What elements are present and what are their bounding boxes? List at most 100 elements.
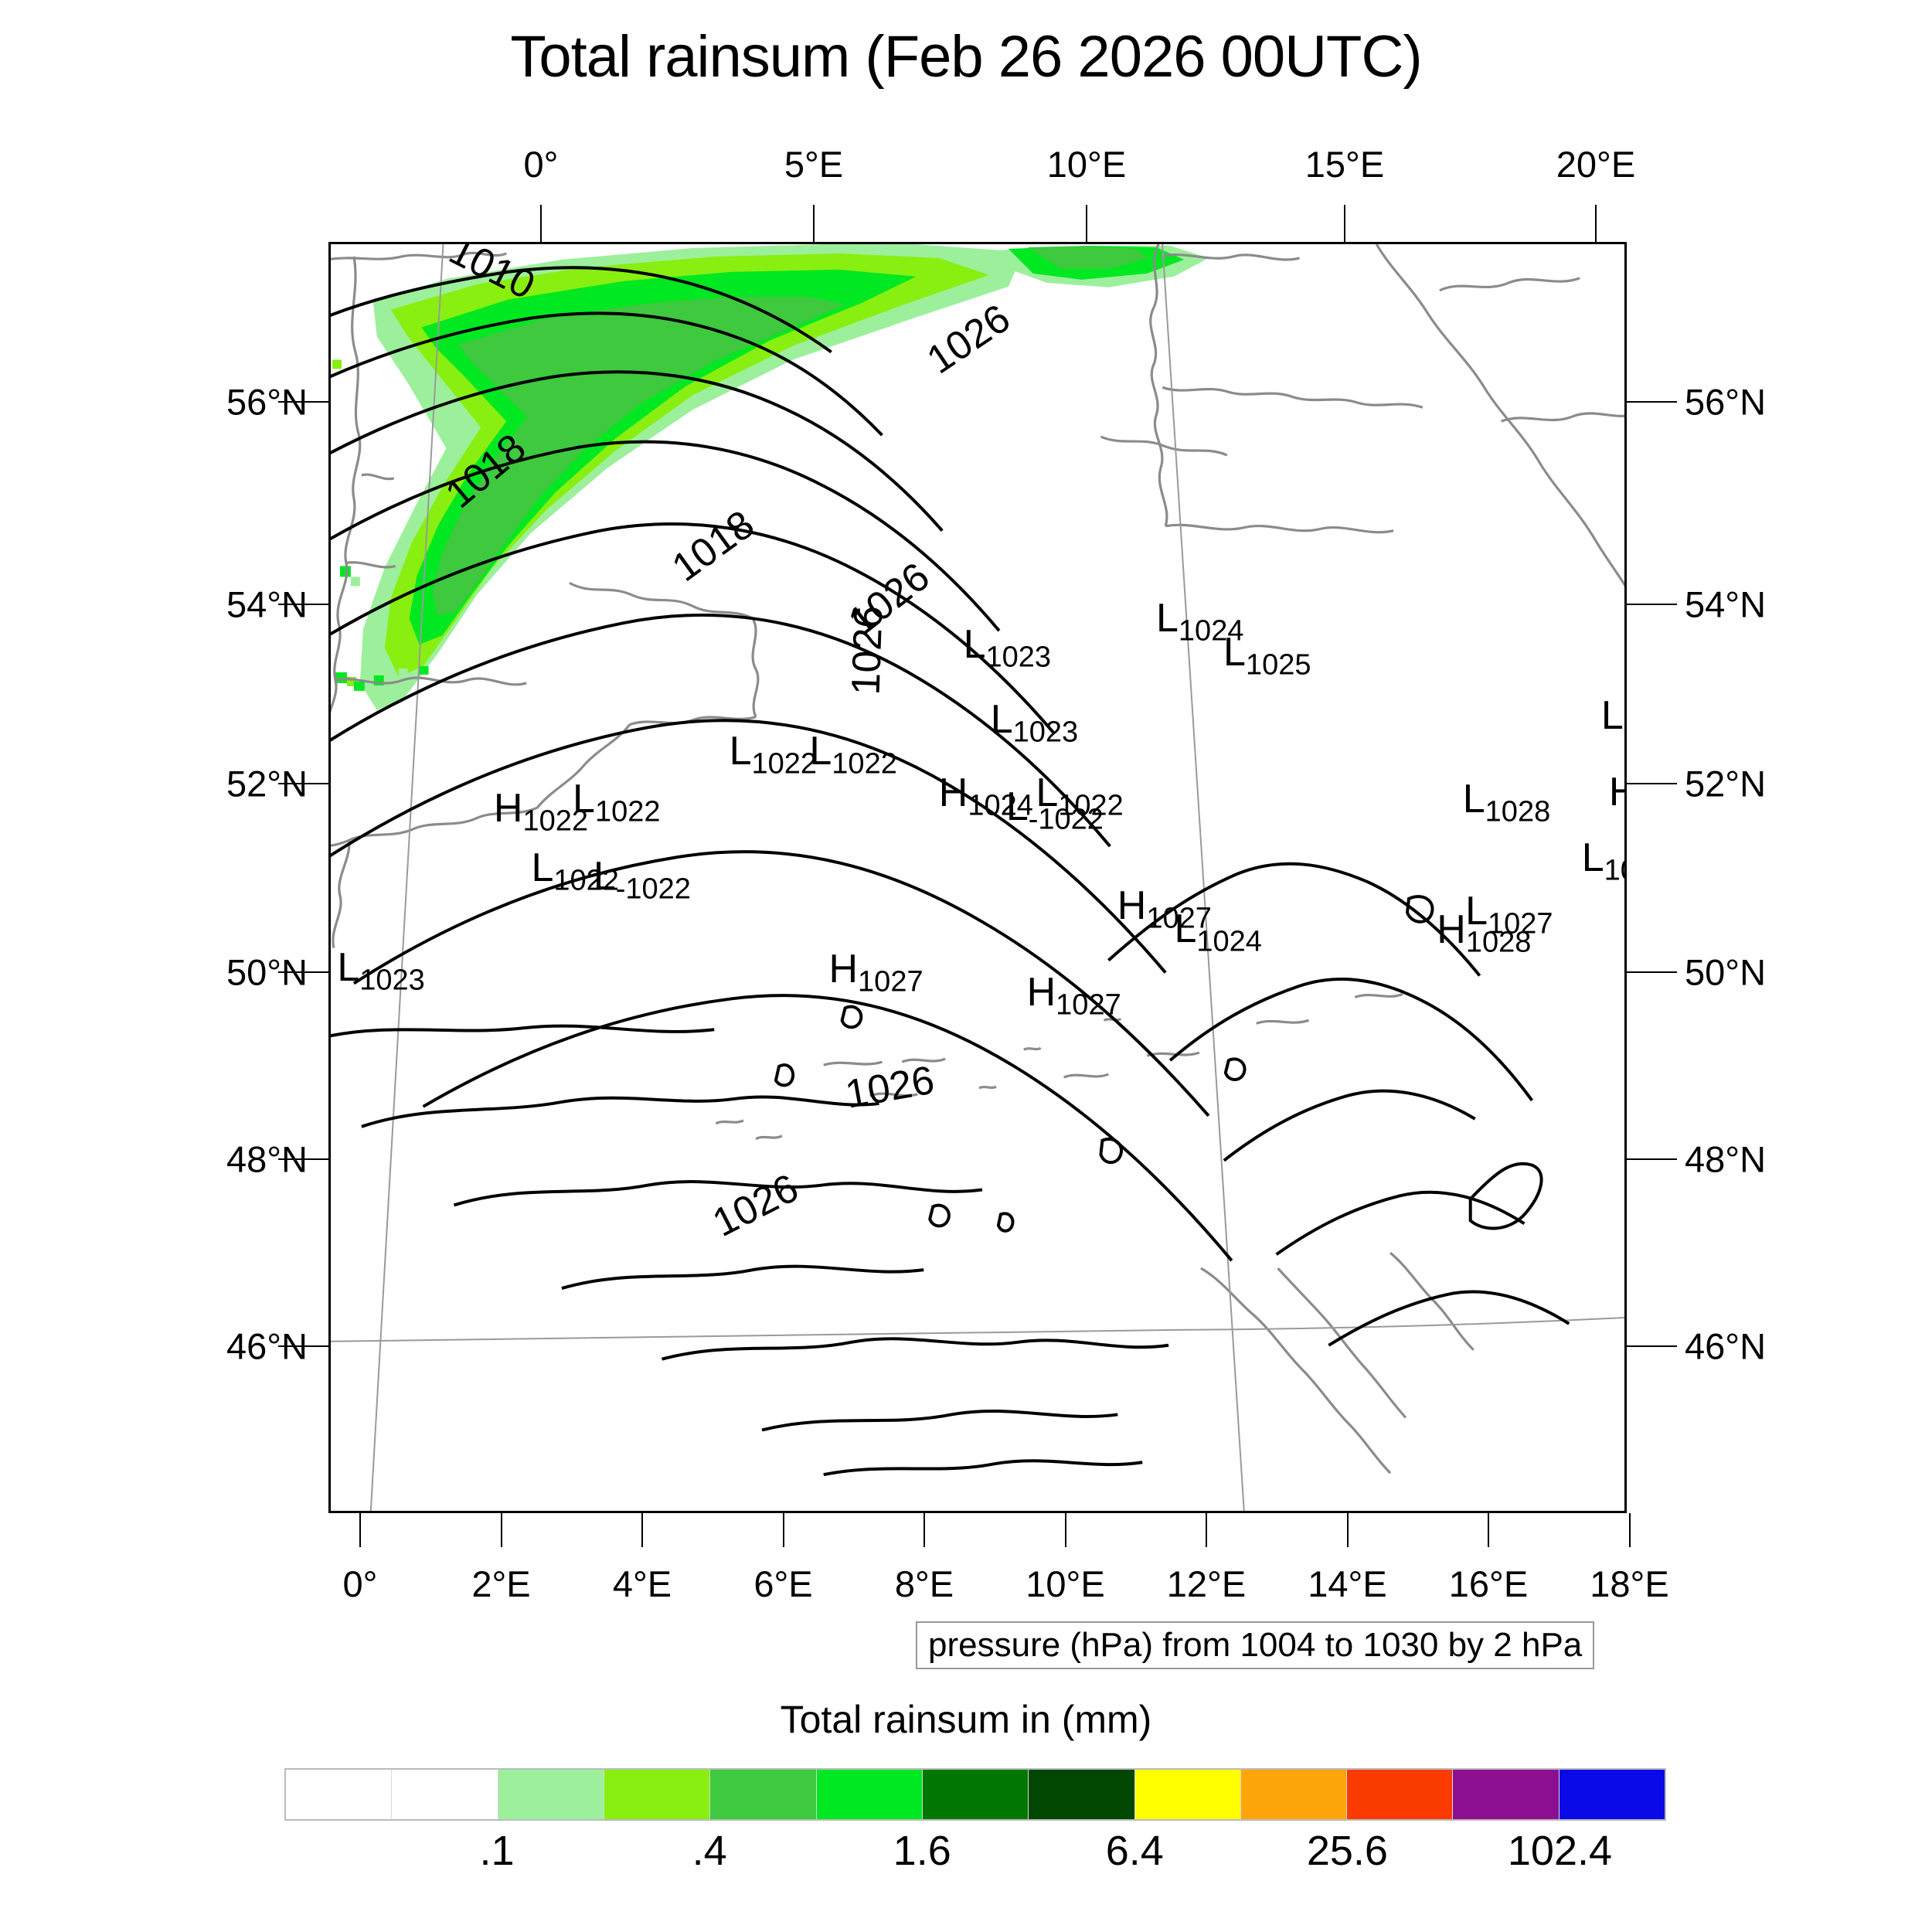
pressure-center-h-23: H1027	[1027, 969, 1121, 1022]
colorbar-label-3: 6.4	[1105, 1828, 1164, 1874]
pressure-center-type: L	[1005, 784, 1029, 830]
axis-top-tickmark-3	[1344, 205, 1345, 242]
axis-bottom-tickmark-8	[1488, 1513, 1489, 1547]
colorbar-cell-2[interactable]	[497, 1770, 604, 1819]
colorbar-cell-9[interactable]	[1240, 1770, 1347, 1819]
pressure-center-type: H	[1609, 770, 1624, 815]
pressure-center-l-14: L1022	[531, 845, 618, 897]
page-title: Total rainsum (Feb 26 2026 00UTC)	[510, 24, 1422, 90]
pressure-legend-box: pressure (hPa) from 1004 to 1030 by 2 hP…	[916, 1621, 1595, 1669]
pressure-center-l-19: L1027	[1465, 888, 1553, 940]
colorbar-cell-10[interactable]	[1346, 1770, 1453, 1819]
colorbar-cell-1[interactable]	[391, 1770, 498, 1819]
axis-top-tickmark-4	[1595, 205, 1597, 242]
colorbar-label-4: 25.6	[1306, 1828, 1388, 1874]
axis-bottom-tick-6: 12°E	[1166, 1563, 1247, 1604]
axis-right-tickmark-2	[1627, 783, 1677, 784]
axis-left-tickmark-2	[278, 783, 328, 784]
axis-bottom-tick-2: 4°E	[612, 1563, 672, 1604]
pressure-center-l-22: L1023	[337, 944, 424, 997]
pressure-center-type: L	[729, 729, 752, 774]
axis-bottom-tick-9: 18°E	[1590, 1563, 1669, 1604]
pressure-center-value: 1028	[1465, 926, 1532, 959]
pressure-center-value: 1022	[553, 864, 619, 897]
pressure-center-type: L	[990, 697, 1013, 743]
axis-left-tickmark-0	[278, 401, 328, 403]
isobar-layer	[331, 266, 1570, 1477]
colorbar-label-1: .4	[692, 1828, 727, 1874]
pressure-center-type: L	[1174, 906, 1197, 951]
pressure-center-type: L	[1465, 888, 1488, 934]
pressure-center-value: 1024	[968, 789, 1033, 822]
axis-right-tick-0: 56°N	[1685, 381, 1767, 423]
contour-label-1026-d: 1026	[706, 1165, 805, 1245]
axis-bottom-tick-7: 14°E	[1308, 1563, 1387, 1604]
pressure-center-l-6: L1022	[809, 728, 896, 781]
pressure-center-l-18: L1024	[1174, 906, 1261, 958]
pressure-center-l-8: L1022	[573, 776, 660, 828]
colorbar-cell-11[interactable]	[1452, 1770, 1559, 1819]
axis-left-tickmark-3	[278, 971, 328, 973]
pressure-center-value: 10	[1624, 713, 1627, 745]
axis-top-tick-1: 5°E	[784, 144, 844, 185]
colorbar-cell-4[interactable]	[709, 1770, 816, 1819]
colorbar[interactable]	[284, 1768, 1666, 1821]
colorbar-label-0: .1	[479, 1828, 515, 1874]
axis-bottom-tickmark-7	[1346, 1513, 1349, 1547]
pressure-center-l-4: L10	[1601, 692, 1627, 745]
pressure-center-l-2: L1025	[1223, 629, 1311, 682]
pressure-center-type: L	[573, 777, 595, 822]
axis-bottom-tickmark-9	[1628, 1513, 1631, 1547]
axis-bottom-tick-3: 6°E	[753, 1563, 813, 1604]
pressure-center-type: L	[1223, 630, 1246, 675]
colorbar-cell-5[interactable]	[815, 1770, 922, 1819]
axis-bottom-tickmark-0	[359, 1513, 361, 1547]
pressure-center-value: 1027	[1488, 907, 1553, 940]
pressure-center-type: L	[531, 845, 554, 890]
pressure-center-value: 1023	[359, 964, 425, 997]
colorbar-cell-6[interactable]	[921, 1770, 1029, 1819]
pressure-center-value: 1027	[1056, 988, 1121, 1021]
axis-right-tickmark-1	[1627, 604, 1677, 605]
pressure-center-value: 1023	[1012, 716, 1079, 749]
map-plot-area[interactable]: 1010 1018 1018 1026 1026 1026 1026 1026 …	[328, 242, 1627, 1513]
pressure-center-type: L	[337, 945, 360, 991]
pressure-center-l-16: L102	[1582, 835, 1624, 887]
colorbar-label-5: 102.4	[1507, 1828, 1613, 1874]
axis-bottom-tick-1: 2°E	[471, 1563, 531, 1604]
colorbar-cell-3[interactable]	[603, 1770, 710, 1819]
contour-label-1026-b: 1026	[842, 605, 890, 696]
pressure-center-h-13: H	[1609, 769, 1624, 821]
pressure-center-type: H	[493, 785, 523, 831]
pressure-center-l-12: L1028	[1463, 776, 1550, 828]
map-canvas: 1010 1018 1018 1026 1026 1026 1026 1026	[331, 244, 1624, 1511]
pressure-center-l-15: L-1022	[594, 853, 691, 906]
pressure-center-value: 1024	[1178, 614, 1244, 648]
axis-top-tickmark-0	[540, 205, 542, 242]
colorbar-cell-12[interactable]	[1558, 1770, 1665, 1819]
axis-bottom-tickmark-2	[641, 1513, 643, 1547]
axis-bottom-tickmark-1	[500, 1513, 502, 1547]
axis-right-tick-2: 52°N	[1685, 763, 1767, 804]
axis-top-tick-2: 10°E	[1046, 144, 1127, 185]
pressure-center-l-3: L1023	[991, 696, 1078, 749]
pressure-center-type: L	[809, 729, 832, 774]
axis-right-tick-1: 54°N	[1685, 583, 1767, 625]
coastline-layer	[331, 244, 1624, 1475]
colorbar-tick-labels: .1 .4 1.6 6.4 25.6 102.4	[284, 1827, 1666, 1881]
colorbar-cell-8[interactable]	[1134, 1770, 1240, 1819]
colorbar-cell-0[interactable]	[286, 1770, 392, 1819]
pressure-center-value: -1022	[615, 872, 691, 906]
pressure-center-type: L	[1156, 596, 1179, 641]
pressure-center-type: L	[963, 622, 986, 668]
axis-right-tickmark-0	[1627, 401, 1677, 403]
axis-bottom-tickmark-3	[782, 1513, 784, 1547]
axis-top-tick-3: 15°E	[1304, 144, 1385, 185]
colorbar-title: Total rainsum in (mm)	[780, 1698, 1152, 1741]
pressure-center-type: H	[1026, 969, 1056, 1015]
pressure-center-value: 1022	[832, 747, 897, 781]
colorbar-label-2: 1.6	[893, 1828, 951, 1874]
axis-top-tickmark-1	[813, 205, 815, 242]
pressure-center-h-17: H1027	[1117, 883, 1212, 935]
colorbar-cell-7[interactable]	[1028, 1770, 1134, 1819]
